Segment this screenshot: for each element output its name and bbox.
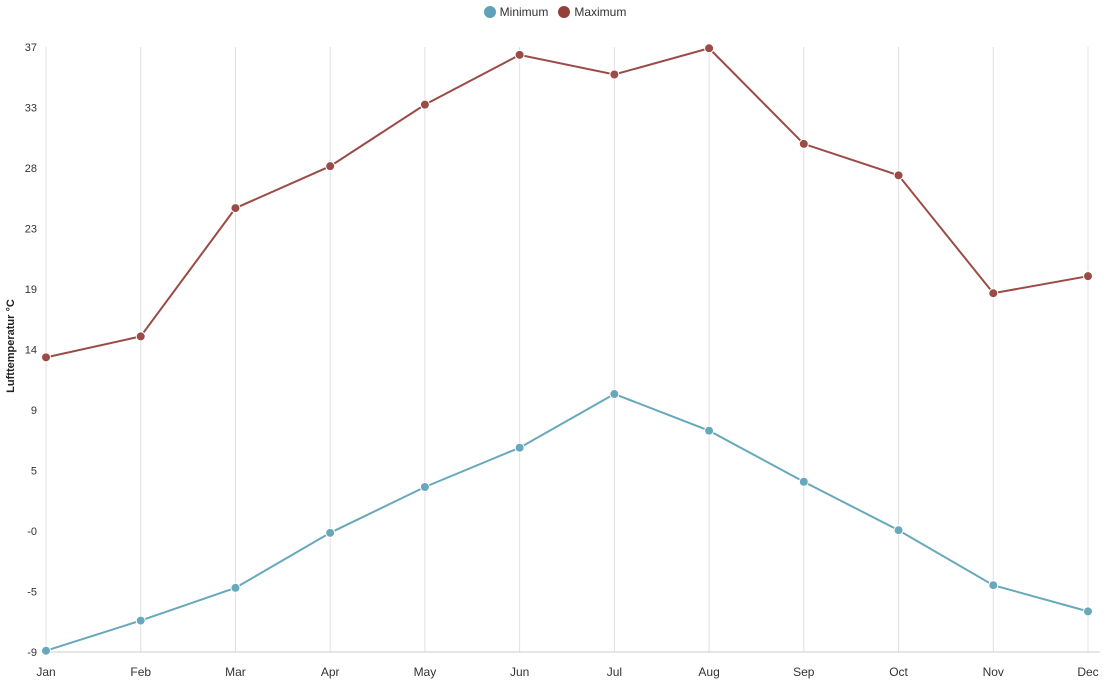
data-point-maximum bbox=[988, 288, 999, 299]
x-tick-label: Jan bbox=[36, 665, 55, 679]
x-tick-label: Jun bbox=[510, 665, 529, 679]
y-tick-label: -9 bbox=[27, 647, 37, 659]
data-point-minimum bbox=[230, 582, 241, 593]
legend-label-maximum: Maximum bbox=[574, 5, 627, 19]
series-line-maximum bbox=[45, 47, 1089, 359]
data-point-minimum bbox=[325, 527, 336, 538]
x-tick-label: Nov bbox=[983, 665, 1004, 679]
y-tick-label: -5 bbox=[27, 587, 37, 599]
data-point-minimum bbox=[514, 442, 525, 453]
data-point-maximum bbox=[419, 99, 430, 110]
data-point-minimum bbox=[41, 645, 51, 656]
data-point-minimum bbox=[893, 525, 904, 536]
data-points bbox=[41, 43, 1093, 656]
x-tick-label: Aug bbox=[698, 665, 719, 679]
x-tick-label: Oct bbox=[889, 665, 908, 679]
data-point-maximum bbox=[230, 203, 241, 214]
data-point-maximum bbox=[704, 43, 715, 54]
data-point-minimum bbox=[609, 389, 620, 400]
y-tick-label: 9 bbox=[31, 405, 37, 417]
x-tick-label: Apr bbox=[321, 665, 340, 679]
data-point-maximum bbox=[798, 138, 809, 149]
legend-item-maximum[interactable]: Maximum bbox=[558, 5, 626, 19]
legend-dot-maximum bbox=[558, 6, 571, 18]
y-tick-label: 37 bbox=[25, 42, 37, 54]
y-tick-label: 19 bbox=[25, 284, 37, 296]
y-axis-label: Lufttemperatur °C bbox=[5, 299, 17, 393]
x-tick-label: Sep bbox=[793, 665, 815, 679]
series-line-minimum bbox=[45, 392, 1089, 652]
data-point-minimum bbox=[704, 425, 715, 436]
x-tick-label: Feb bbox=[130, 665, 151, 679]
data-point-maximum bbox=[135, 331, 146, 342]
y-tick-label: 5 bbox=[31, 466, 37, 478]
data-point-minimum bbox=[1083, 606, 1093, 617]
data-point-maximum bbox=[325, 161, 336, 172]
legend-label-minimum: Minimum bbox=[499, 5, 549, 19]
legend: Minimum Maximum bbox=[0, 5, 1110, 19]
data-point-maximum bbox=[1083, 271, 1093, 282]
data-point-maximum bbox=[514, 49, 525, 60]
y-tick-label: 28 bbox=[25, 163, 37, 175]
data-point-maximum bbox=[41, 352, 51, 363]
data-point-maximum bbox=[609, 69, 620, 80]
grid-lines bbox=[45, 47, 1089, 652]
axes: Jan Feb Mar Apr May Jun Jul Aug Sep Oct Nov Dec -9 -5… bbox=[25, 42, 1100, 679]
legend-item-minimum[interactable]: Minimum bbox=[483, 5, 549, 19]
data-point-maximum bbox=[893, 170, 904, 181]
series-lines bbox=[45, 47, 1089, 652]
y-tick-label: 33 bbox=[25, 103, 37, 115]
data-point-minimum bbox=[798, 476, 809, 487]
y-tick-label: 14 bbox=[25, 345, 37, 357]
data-point-minimum bbox=[988, 580, 999, 591]
data-point-minimum bbox=[419, 482, 430, 492]
x-tick-label: Dec bbox=[1077, 665, 1098, 679]
legend-dot-minimum bbox=[483, 6, 496, 18]
y-tick-label: -0 bbox=[27, 526, 37, 538]
x-tick-label: Jul bbox=[607, 665, 622, 679]
y-tick-label: 23 bbox=[25, 224, 37, 236]
data-point-minimum bbox=[135, 615, 146, 626]
x-tick-label: May bbox=[414, 665, 437, 679]
x-tick-label: Mar bbox=[225, 665, 246, 679]
